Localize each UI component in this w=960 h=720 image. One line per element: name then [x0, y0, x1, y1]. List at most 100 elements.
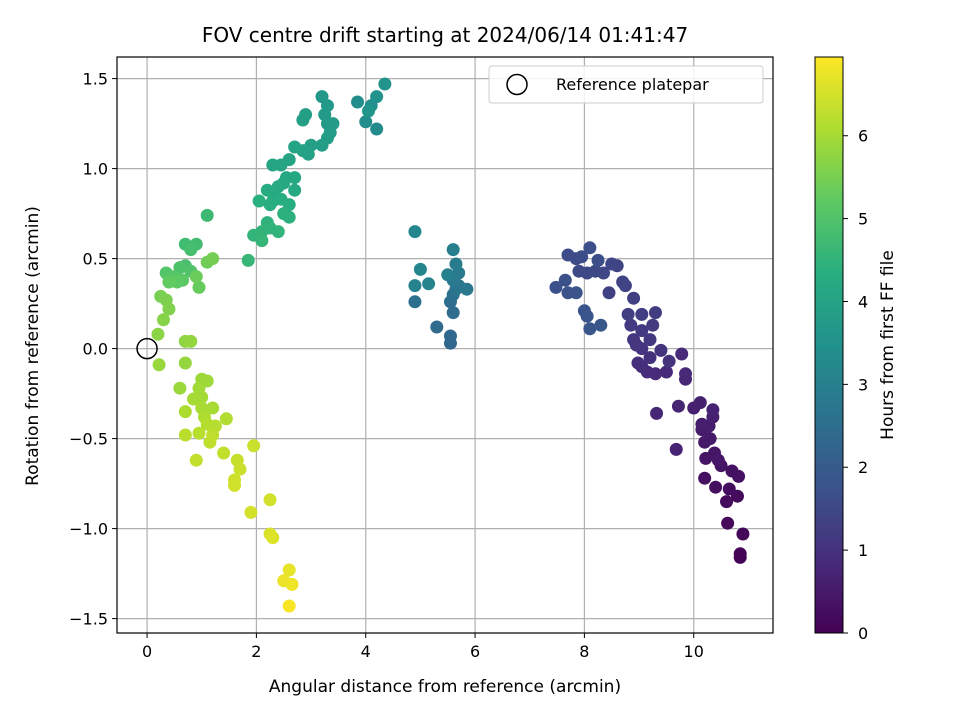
x-tick-label: 8 — [579, 642, 589, 661]
data-point — [446, 243, 460, 257]
data-point — [621, 307, 635, 321]
data-point — [162, 302, 176, 316]
data-point — [192, 280, 206, 294]
data-point — [184, 334, 198, 348]
data-point — [575, 250, 589, 264]
data-point — [162, 275, 176, 289]
data-point — [285, 577, 299, 591]
data-point — [720, 495, 734, 509]
x-tick-label: 10 — [684, 642, 704, 661]
data-point — [378, 77, 392, 91]
data-point — [408, 225, 422, 239]
data-point — [635, 324, 649, 338]
data-point — [659, 365, 673, 379]
data-point — [282, 563, 296, 577]
data-point — [217, 446, 231, 460]
colorbar-tick-label: 2 — [858, 458, 868, 477]
data-point — [675, 347, 689, 361]
data-point — [266, 158, 280, 172]
legend: Reference platepar — [488, 65, 764, 104]
data-point — [413, 262, 427, 276]
y-tick-label: 0.5 — [83, 250, 108, 269]
colorbar-tick-label: 5 — [858, 210, 868, 229]
data-point — [736, 527, 750, 541]
x-tick-label: 6 — [470, 642, 480, 661]
data-point — [288, 183, 302, 197]
data-point — [184, 243, 198, 257]
data-point — [733, 547, 747, 561]
data-point — [558, 273, 572, 287]
data-point — [443, 329, 457, 343]
data-point — [219, 412, 233, 426]
data-point — [260, 183, 274, 197]
data-point — [561, 248, 575, 262]
reference-marker — [136, 337, 158, 360]
data-point — [709, 480, 723, 494]
data-point — [616, 275, 630, 289]
data-point — [263, 493, 277, 507]
colorbar-tick-label: 0 — [858, 624, 868, 643]
data-point — [624, 318, 638, 332]
data-point — [359, 115, 373, 129]
y-tick-label: −0.5 — [69, 430, 108, 449]
data-point — [206, 252, 220, 266]
x-axis-label: Angular distance from reference (arcmin) — [269, 677, 621, 697]
data-point — [693, 396, 707, 410]
data-point — [271, 225, 285, 239]
data-point — [351, 95, 365, 109]
data-point — [241, 253, 255, 267]
legend-box — [488, 65, 764, 104]
data-point — [594, 318, 608, 332]
colorbar-tick-label: 6 — [858, 127, 868, 146]
data-point — [156, 313, 170, 327]
data-point — [430, 320, 444, 334]
data-point — [583, 241, 597, 255]
data-point — [288, 140, 302, 154]
data-point — [282, 599, 296, 613]
data-point — [192, 426, 206, 440]
colorbar-label: Hours from first FF file — [878, 250, 898, 440]
data-point — [460, 282, 474, 296]
legend-marker-reference — [506, 73, 528, 96]
data-point — [189, 270, 203, 284]
data-point — [203, 435, 217, 449]
data-point — [178, 356, 192, 370]
data-point — [654, 343, 668, 357]
data-point — [266, 531, 280, 545]
data-point — [206, 401, 220, 415]
data-point — [247, 439, 261, 453]
data-point — [200, 208, 214, 222]
data-point — [263, 198, 277, 212]
data-point — [252, 194, 266, 208]
data-point — [549, 280, 563, 294]
data-point — [370, 90, 384, 104]
data-point — [187, 392, 201, 406]
data-point — [725, 464, 739, 478]
data-point — [361, 104, 375, 118]
data-point — [722, 482, 736, 496]
data-point — [695, 417, 709, 431]
data-point — [315, 138, 329, 152]
y-tick-label: −1.5 — [69, 610, 108, 629]
data-point — [572, 264, 586, 278]
legend-label-reference: Reference platepar — [556, 75, 709, 94]
data-point — [646, 318, 660, 332]
data-point — [631, 356, 645, 370]
data-point — [627, 291, 641, 305]
chart-title: FOV centre drift starting at 2024/06/14 … — [202, 23, 688, 47]
reference-point — [136, 337, 158, 360]
data-point — [643, 333, 657, 347]
y-axis-label: Rotation from reference (arcmin) — [23, 206, 43, 486]
data-point — [255, 234, 269, 248]
colorbar: 0 1 2 3 4 5 6 Hours from first FF file — [814, 56, 898, 643]
data-point — [635, 307, 649, 321]
data-point — [282, 210, 296, 224]
data-point — [605, 257, 619, 271]
data-point — [449, 257, 463, 271]
x-axis-ticks: 0 2 4 6 8 10 — [142, 633, 704, 661]
data-point — [408, 295, 422, 309]
data-point — [288, 171, 302, 185]
colorbar-tick-label: 4 — [858, 292, 868, 311]
data-point — [711, 453, 725, 467]
